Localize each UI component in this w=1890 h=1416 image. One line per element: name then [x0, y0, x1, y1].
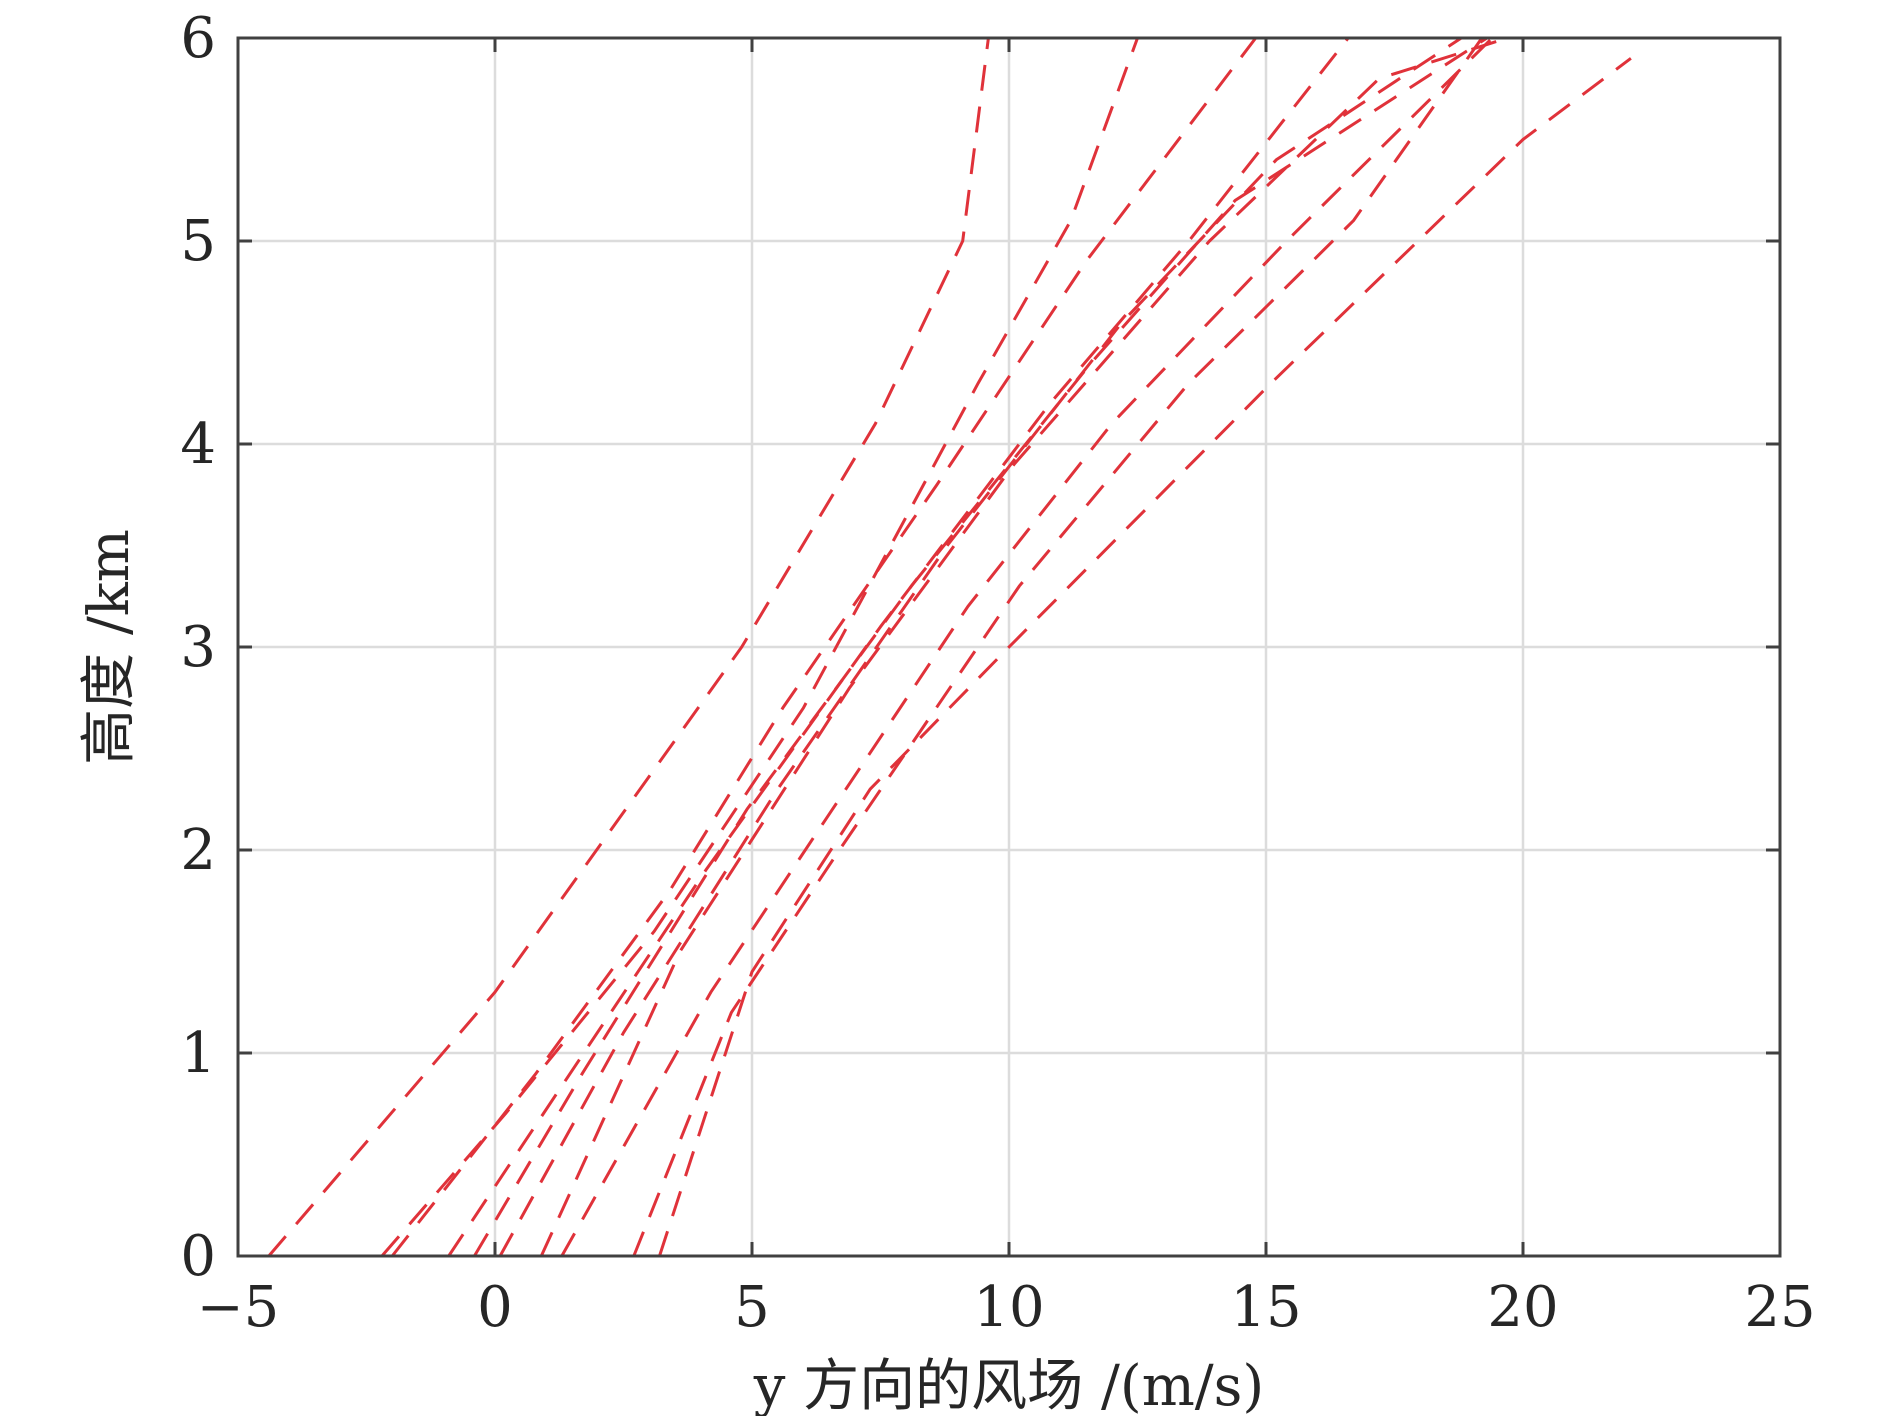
y-tick-label: 5 [180, 209, 216, 274]
grid-lines [238, 38, 1780, 1256]
wind-profile-series-line [267, 37, 990, 1257]
y-tick-label: 4 [180, 412, 216, 477]
y-tick-label: 0 [180, 1224, 216, 1289]
x-tick-label: −5 [197, 1275, 280, 1340]
data-series-group [267, 36, 1632, 1257]
x-tick-label: 20 [1487, 1275, 1558, 1340]
x-tick-label: 5 [734, 1275, 770, 1340]
wind-profile-series-line [539, 36, 1509, 1257]
y-tick-label: 6 [180, 6, 216, 71]
wind-profile-series-line [658, 57, 1632, 1257]
wind-profile-series-line [447, 37, 1350, 1257]
wind-profile-series-line [473, 36, 1488, 1257]
y-axis-label: 高度 /km [77, 529, 142, 765]
tick-marks [236, 36, 1782, 1258]
x-tick-label: 10 [973, 1275, 1044, 1340]
wind-profile-series-line [632, 37, 1484, 1257]
y-tick-labels: 0 1 2 3 4 5 6 [180, 6, 216, 1289]
y-tick-label: 1 [180, 1021, 216, 1086]
x-tick-label: 0 [477, 1275, 513, 1340]
x-tick-labels: −5 0 5 10 15 20 25 [197, 1275, 1816, 1340]
y-tick-label: 2 [180, 818, 216, 883]
x-axis-label: y 方向的风场 /(m/s) [753, 1354, 1265, 1416]
x-tick-label: 15 [1230, 1275, 1301, 1340]
wind-profile-series-line [391, 37, 1257, 1257]
wind-profile-series-line [560, 36, 1494, 1257]
wind-profile-series-line [498, 36, 1463, 1257]
y-tick-label: 3 [180, 615, 216, 680]
x-tick-label: 25 [1744, 1275, 1815, 1340]
